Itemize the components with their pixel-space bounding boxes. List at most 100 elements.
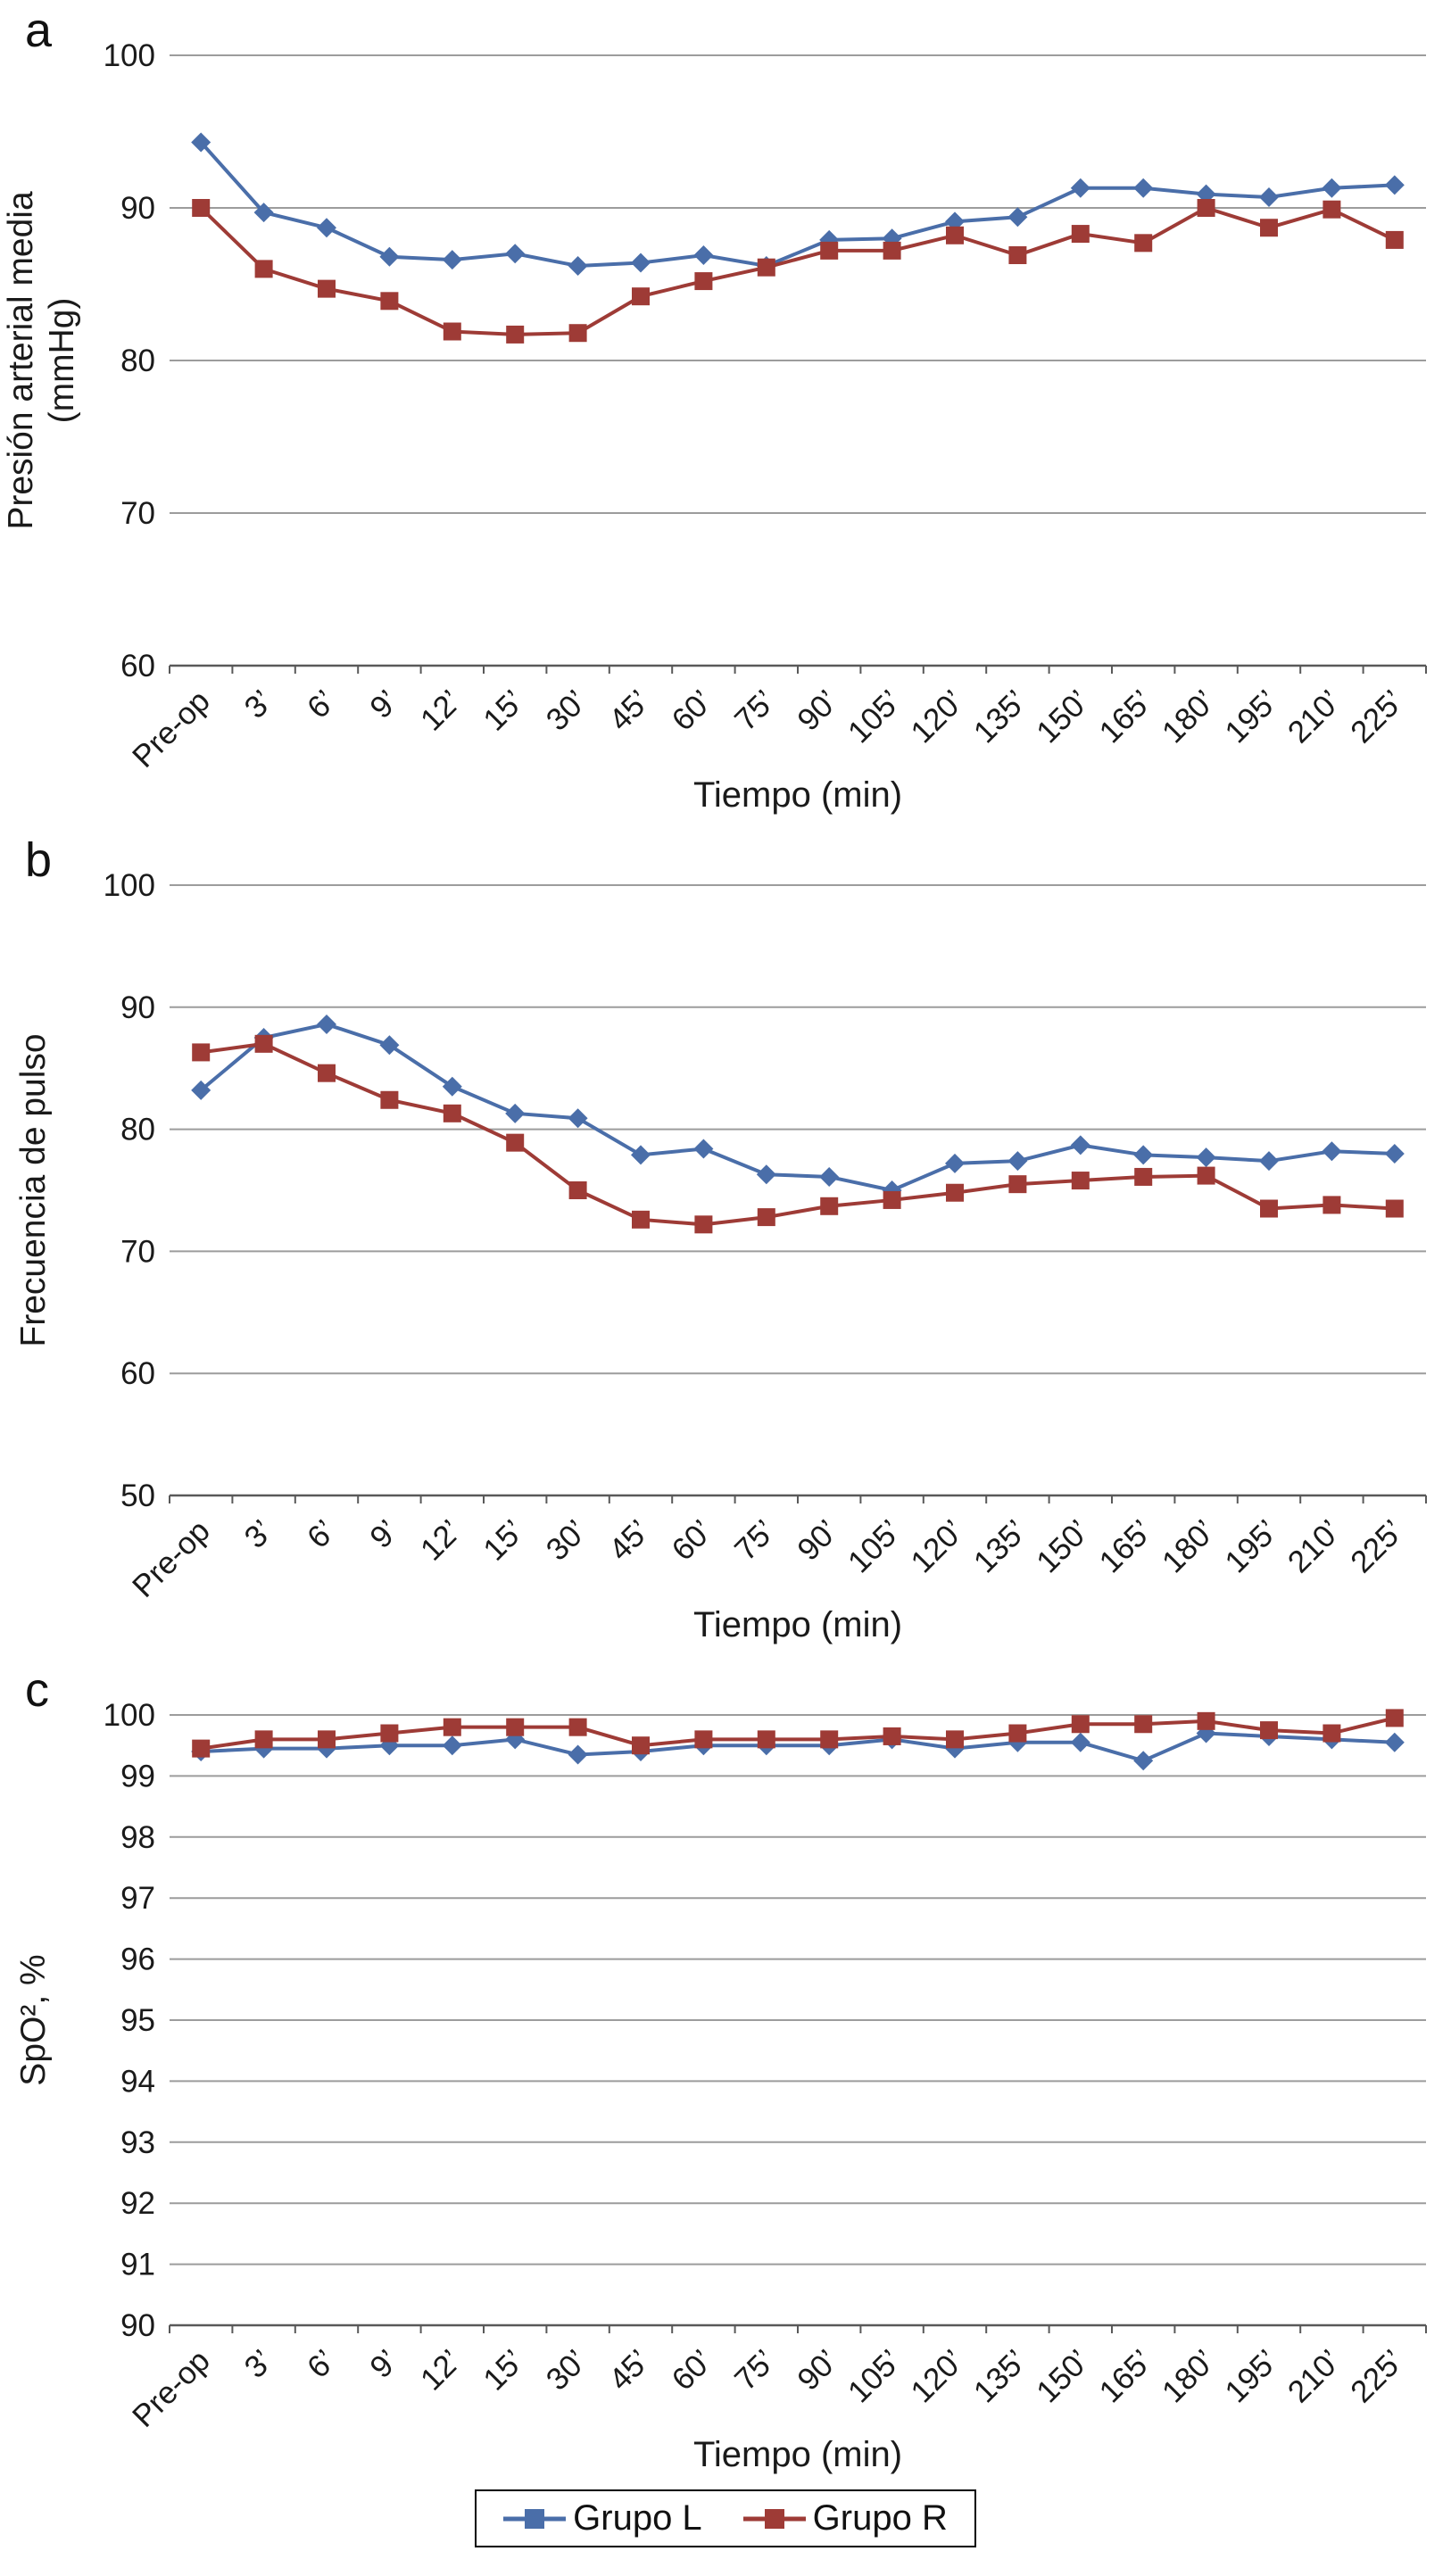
x-tick-label: 135’: [967, 2343, 1033, 2409]
x-tick-label: 9’: [363, 683, 405, 725]
marker-square-icon: [1197, 1166, 1215, 1185]
chart-panel-a: 60 70 80 90 100 Pre-op 3’ 6’ 9’ 12’ 15’ 30’ 45’ 60’ 75…: [0, 0, 1451, 830]
marker-square-icon: [1322, 200, 1341, 219]
x-tick-label: Pre-op: [126, 1513, 217, 1604]
y-tick-label: 100: [104, 38, 155, 73]
marker-square-icon: [1008, 246, 1027, 265]
marker-square-icon: [318, 1730, 336, 1749]
y-tick-label: 90: [120, 2308, 155, 2343]
marker-square-icon: [380, 1090, 399, 1109]
marker-diamond-icon: [1384, 1732, 1405, 1752]
y-axis-title: SpO², %: [14, 1954, 53, 2085]
series-line: [200, 1041, 1395, 1227]
marker-square-icon: [1071, 1172, 1090, 1190]
y-tick-label: 93: [120, 2125, 155, 2160]
marker-square-icon: [380, 292, 399, 311]
chart-a-svg: 60 70 80 90 100 Pre-op 3’ 6’ 9’ 12’ 15’ 30’ 45’ 60’ 75…: [2, 4, 1427, 815]
marker-diamond-icon: [253, 203, 274, 223]
y-axis-title: Frecuencia de pulso: [14, 1033, 53, 1346]
marker-diamond-icon: [1384, 1143, 1405, 1164]
x-tick-label: 9’: [363, 1513, 405, 1555]
x-tick-label: 60’: [665, 2343, 719, 2398]
marker-diamond-icon: [1196, 1147, 1216, 1168]
marker-square-icon: [254, 260, 273, 278]
x-tick-label: 12’: [414, 1513, 468, 1568]
marker-diamond-icon: [317, 1014, 336, 1034]
marker-square-icon: [380, 1724, 399, 1743]
marker-square-icon: [820, 1197, 839, 1215]
y-axis-title: (mmHg): [43, 298, 81, 424]
marker-square-icon: [568, 1718, 587, 1736]
series-grupo-l: [191, 1014, 1405, 1200]
x-tick-label: 210’: [1281, 2343, 1347, 2409]
x-tick-label: 90’: [791, 2343, 845, 2398]
x-tick-label: 210’: [1281, 683, 1347, 750]
y-tick-label: 90: [120, 990, 155, 1025]
marker-square-icon: [1134, 1167, 1153, 1186]
marker-diamond-icon: [379, 1735, 400, 1756]
y-tick-label: 99: [120, 1759, 155, 1793]
marker-square-icon: [946, 1183, 964, 1202]
y-tick-label: 100: [104, 1698, 155, 1733]
series-grupo-r: [192, 1034, 1404, 1234]
y-axis-title: Presión arterial media: [2, 191, 40, 530]
marker-square-icon: [254, 1730, 273, 1749]
marker-diamond-icon: [1070, 178, 1090, 198]
marker-square-icon: [1385, 230, 1404, 249]
series-line: [199, 1022, 1395, 1193]
y-tick-label: 96: [120, 1942, 155, 1977]
x-tick-label: 180’: [1156, 1513, 1222, 1579]
marker-diamond-icon: [1007, 207, 1028, 228]
marker-diamond-icon: [1133, 178, 1154, 198]
marker-diamond-icon: [1133, 1145, 1154, 1165]
x-tick-label: 135’: [967, 1513, 1033, 1579]
x-tick-label: Pre-op: [126, 683, 217, 774]
series-line: [201, 1731, 1395, 1763]
marker-square-icon: [757, 1208, 775, 1227]
marker-square-icon: [883, 241, 901, 260]
marker-diamond-icon: [1259, 187, 1279, 208]
marker-diamond-icon: [1384, 175, 1405, 195]
marker-square-icon: [1385, 1709, 1404, 1727]
series-grupo-l: [191, 1723, 1405, 1771]
chart-panel-c: 90 91 92 93 94 95 96 97 98 99 100 Pre-op 3’ 6’ 9’ 12’ 15…: [0, 1660, 1451, 2489]
x-tick-label: 75’: [728, 2343, 783, 2398]
x-tick-label: 75’: [728, 683, 783, 738]
marker-diamond-icon: [191, 1080, 211, 1100]
legend-marker-grupo-l-icon: [503, 2508, 567, 2529]
marker-square-icon: [1071, 1715, 1090, 1734]
marker-square-icon: [883, 1727, 901, 1745]
marker-square-icon: [568, 1181, 587, 1199]
x-tick-label: 120’: [904, 683, 970, 750]
marker-square-icon: [254, 1034, 273, 1053]
series-grupo-r: [192, 199, 1404, 344]
legend-item-grupo-l: Grupo L: [503, 2498, 702, 2539]
x-tick-label: 105’: [842, 1513, 908, 1579]
marker-square-icon: [632, 1210, 650, 1229]
y-tick-label: 95: [120, 2003, 155, 2038]
marker-square-icon: [1134, 1715, 1153, 1734]
marker-square-icon: [1071, 225, 1090, 244]
marker-square-icon: [443, 322, 461, 341]
marker-square-icon: [694, 1215, 713, 1234]
x-tick-label: 180’: [1156, 2343, 1222, 2409]
marker-diamond-icon: [1133, 1751, 1154, 1771]
marker-diamond-icon: [568, 1108, 588, 1129]
x-tick-label: 45’: [602, 683, 657, 738]
x-tick-label: 195’: [1218, 2343, 1284, 2409]
series-line: [199, 205, 1396, 336]
x-tick-label: 15’: [477, 683, 531, 738]
marker-square-icon: [820, 1730, 839, 1749]
panel-letter: c: [25, 1663, 49, 1717]
marker-square-icon: [820, 241, 839, 260]
panel-letter: a: [25, 4, 53, 57]
series-line: [200, 1716, 1396, 1751]
marker-square-icon: [443, 1104, 461, 1122]
x-axis-title: Tiempo (min): [693, 2435, 902, 2474]
x-tick-label: 180’: [1156, 683, 1222, 750]
x-tick-label: 195’: [1218, 1513, 1284, 1579]
marker-square-icon: [883, 1190, 901, 1209]
y-tick-label: 90: [120, 191, 155, 226]
marker-square-icon: [506, 1133, 525, 1152]
